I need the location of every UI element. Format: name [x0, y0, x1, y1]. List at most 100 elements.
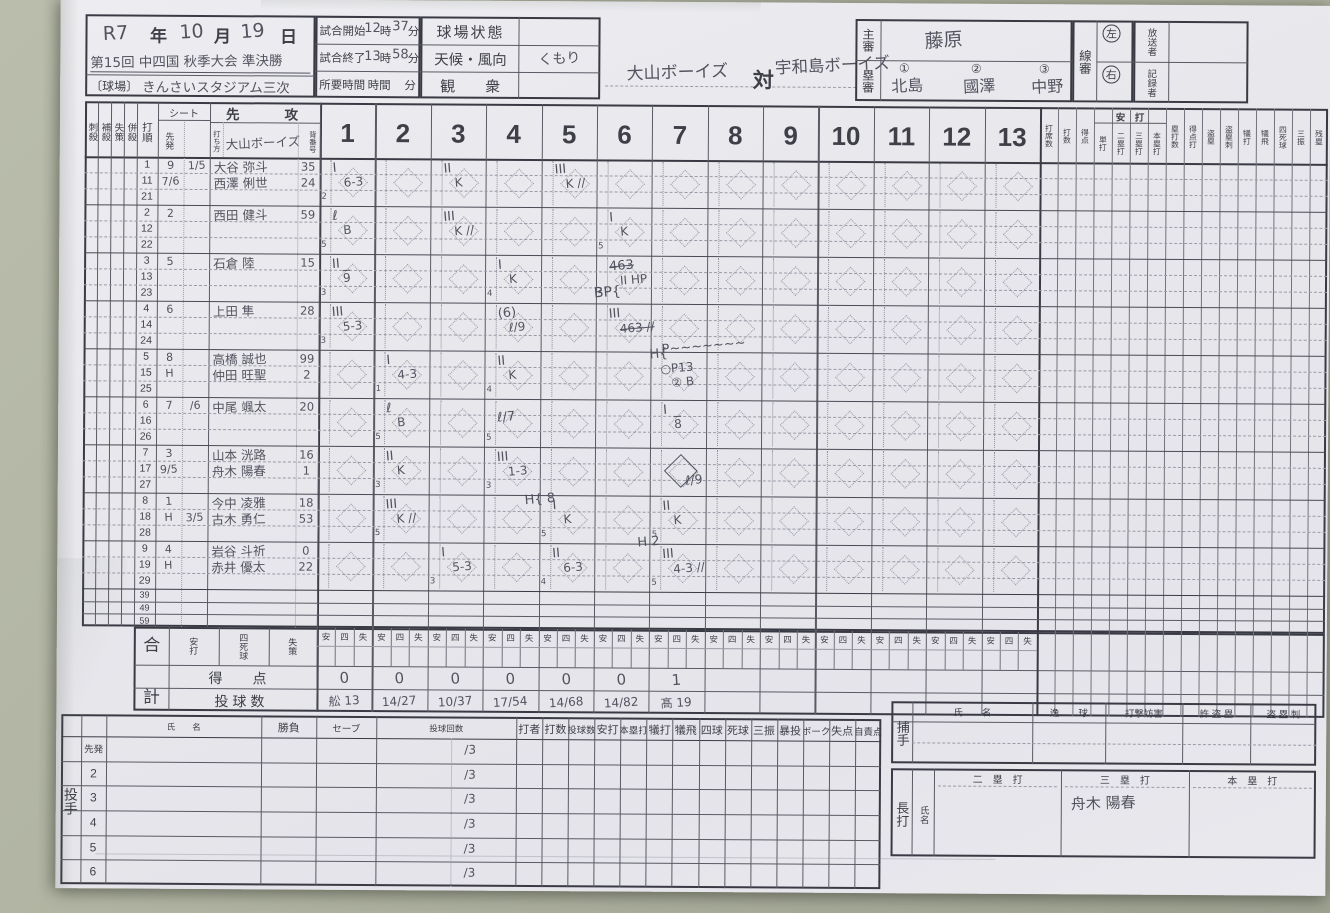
seat-r1-l0-a: 9 [166, 158, 175, 172]
mark-r8-i4-l0: H{ 8 [524, 490, 556, 509]
tally-r7-i2: 3 [375, 480, 381, 491]
tally-r3-i4: 4 [487, 288, 493, 299]
seat-r2-l0-a: 2 [166, 206, 175, 220]
pitcher-col-9: 犠打 [648, 724, 671, 737]
runs-i7: 1 [671, 670, 682, 689]
stat-col-三振: 三振 [1296, 129, 1306, 146]
mark-r8-i5-l1: K [562, 511, 572, 527]
order-r4-0: 4 [143, 302, 150, 315]
pitches-i7: 髙 19 [660, 694, 693, 711]
pitcher-row-label-0: 先発 [84, 744, 104, 756]
tally-r4-i1: 3 [320, 335, 327, 346]
pitcher-col-7: 安打 [596, 724, 619, 737]
mark-r7-i2-l0: II [385, 448, 395, 465]
tally-r2-i6: 5 [598, 241, 604, 252]
player-number-r2-l0: 59 [300, 207, 316, 222]
seat-r9-l0-a: 4 [164, 542, 173, 556]
inning-header-7: 7 [672, 119, 688, 150]
tally-r7-i4: 3 [485, 480, 492, 491]
longhit-col-1: 三 塁 打 [1099, 775, 1150, 787]
order-r5-1: 15 [140, 366, 152, 379]
seat-r9-l1-a: H [163, 558, 173, 572]
pitcher-innings-4: /3 [463, 841, 476, 856]
stat-col-単打: 単打 [1098, 135, 1108, 152]
tally-r3-i6: 5 [597, 289, 604, 300]
longhit-value-1: 舟木 陽春 [1070, 792, 1137, 813]
mark-r4-i4-l1: ℓ/9 [508, 319, 527, 335]
player-name-r5-l1: 仲田 旺聖 [212, 367, 267, 384]
stat-col-得点打: 得点打 [1188, 125, 1198, 149]
tally-r9-i7: 5 [651, 577, 657, 588]
subcol-失-i4: 失 [524, 632, 534, 644]
subcol-四-i6: 四 [617, 633, 626, 644]
seat-r1-l0-b: 1/5 [187, 158, 206, 173]
order-r4-2: 24 [140, 334, 153, 347]
pitcher-row-label-2: 3 [89, 790, 97, 805]
game-end-label: 試合終了 [319, 52, 366, 65]
tournament-line: 第15回 中四国 秋季大会 準決勝 [90, 53, 283, 72]
pitcher-row-label-3: 4 [89, 815, 97, 830]
mark-r1-i3-l0: II [442, 161, 452, 177]
seat-r5-l0-a: 8 [165, 350, 174, 364]
order-r3-1: 13 [140, 270, 153, 283]
col-label-併殺: 併殺 [125, 122, 137, 142]
order-r7-0: 7 [142, 446, 149, 459]
mark-r7-i4-l1: 1-3 [507, 463, 529, 479]
pitcher-col-15: ボーク [802, 726, 830, 738]
stat-col-三塁打: 三塁打 [1134, 131, 1144, 156]
mark-r3-i6-l1: II HP [619, 271, 648, 288]
order-r8-1: 18 [139, 510, 151, 523]
pitcher-col-10: 犠飛 [674, 724, 697, 738]
mark-r4-i6-l1: 463 // [619, 319, 655, 337]
pitches-i5: 14/68 [547, 693, 584, 710]
mark-r7-i2-l1: K [396, 462, 406, 478]
team-name-handwritten: 大山ボーイズ [225, 133, 301, 152]
player-number-r4-l0: 28 [299, 303, 315, 318]
subcol-失-i1: 失 [358, 631, 368, 643]
year-label: 年 [149, 26, 168, 46]
seat-r4-l0-a: 6 [166, 302, 174, 316]
totals-left-sub-0: 安打 [188, 636, 199, 655]
catcher-col-2: 打撃妨害 [1124, 708, 1163, 720]
catcher-col-4: 盗 塁 刺 [1266, 709, 1301, 721]
catcher-col-1: 逸 球 [1049, 708, 1088, 720]
player-number-r7-l1: 1 [302, 463, 311, 478]
pitches-i1: 舩 13 [328, 692, 361, 709]
player-number-r9-l0: 0 [302, 543, 310, 558]
mark-r8-i5-l0: I [551, 498, 557, 514]
inning-header-13: 13 [997, 121, 1027, 152]
pitcher-col-5: 打数 [544, 724, 567, 737]
mark-r5-i4-l1: K [508, 367, 517, 383]
day-value: 19 [239, 19, 266, 44]
player-name-r1-l1: 西澤 俐世 [213, 175, 268, 192]
subcol-四-i9: 四 [783, 634, 792, 645]
runs-i6: 0 [615, 669, 627, 689]
order-r9-1: 19 [138, 558, 151, 571]
subcol-失-i2: 失 [414, 632, 423, 643]
player-number-r1-l0: 35 [300, 159, 316, 174]
inning-header-5: 5 [561, 118, 577, 149]
pitcher-row-label-5: 6 [89, 864, 97, 879]
tally-r6-i4: 5 [486, 432, 492, 443]
subcol-四-i8: 四 [727, 634, 737, 645]
inning-header-2: 2 [395, 117, 411, 148]
mark-r8-i2-l0: III [385, 496, 399, 513]
runs-i4: 0 [505, 669, 516, 688]
catcher-side-label: 捕手 [894, 720, 910, 747]
seat-r8-l0-a: 1 [164, 494, 173, 508]
stat-col-盗塁: 盗塁 [1206, 129, 1216, 145]
tally-r8-i5: 5 [540, 529, 547, 540]
stat-col-本塁打: 本塁打 [1152, 132, 1162, 156]
base-umpire-name-3: 中野 [1030, 76, 1064, 97]
seat-r3-l0-a: 5 [166, 254, 174, 268]
order-r2-0: 2 [143, 206, 150, 219]
mark-r1-i1-l1: 6-3 [343, 174, 364, 190]
seat-r7-l1-a: 9/5 [159, 462, 178, 477]
attack-label: 先 攻 [225, 107, 305, 123]
subcol-安-i1: 安 [321, 631, 331, 642]
month-label: 月 [213, 26, 232, 46]
scoresheet-paper: R7 年 10 月 19 日第15回 中四国 秋季大会 準決勝 〔球場〕 きんさいスタジアム三… [55, 0, 1330, 896]
mark-r9-i5-l1: 6-3 [562, 559, 583, 576]
weather-value: くもり [537, 49, 581, 69]
